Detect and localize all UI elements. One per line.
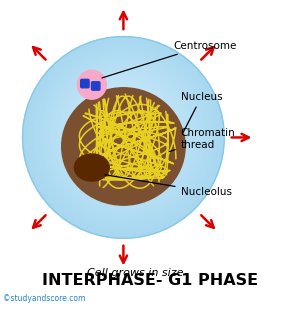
Circle shape [80,89,167,176]
Circle shape [66,77,181,191]
Circle shape [23,37,224,238]
Circle shape [110,116,137,143]
Circle shape [46,58,201,213]
Circle shape [43,55,204,216]
Circle shape [113,119,133,139]
Ellipse shape [62,88,185,205]
Text: Cell grows in size: Cell grows in size [87,268,184,278]
Circle shape [36,49,211,224]
Text: Nucleus: Nucleus [181,92,222,132]
Text: Nucleolus: Nucleolus [105,175,231,197]
Text: Chromatin
thread: Chromatin thread [169,128,235,152]
Text: ©studyandscore.com: ©studyandscore.com [3,294,85,303]
Ellipse shape [74,154,109,181]
Text: Centrosome: Centrosome [102,41,237,78]
Circle shape [33,46,214,227]
Text: INTERPHASE- G1 PHASE: INTERPHASE- G1 PHASE [42,273,259,288]
Circle shape [29,43,218,231]
Circle shape [73,82,174,183]
Circle shape [97,104,150,158]
Circle shape [93,101,154,161]
Circle shape [120,125,127,132]
Circle shape [56,67,191,202]
Circle shape [39,52,207,220]
Circle shape [70,79,177,187]
FancyBboxPatch shape [92,82,100,90]
Circle shape [60,70,187,198]
Circle shape [90,98,157,165]
Circle shape [53,64,194,205]
Circle shape [117,122,130,136]
Circle shape [103,110,144,151]
Circle shape [86,95,160,169]
Circle shape [107,113,140,147]
Circle shape [100,107,147,154]
Circle shape [77,70,106,99]
Circle shape [76,86,170,180]
FancyBboxPatch shape [81,79,89,88]
Circle shape [63,73,184,194]
Circle shape [26,40,221,234]
Circle shape [49,61,197,209]
Circle shape [83,92,164,172]
